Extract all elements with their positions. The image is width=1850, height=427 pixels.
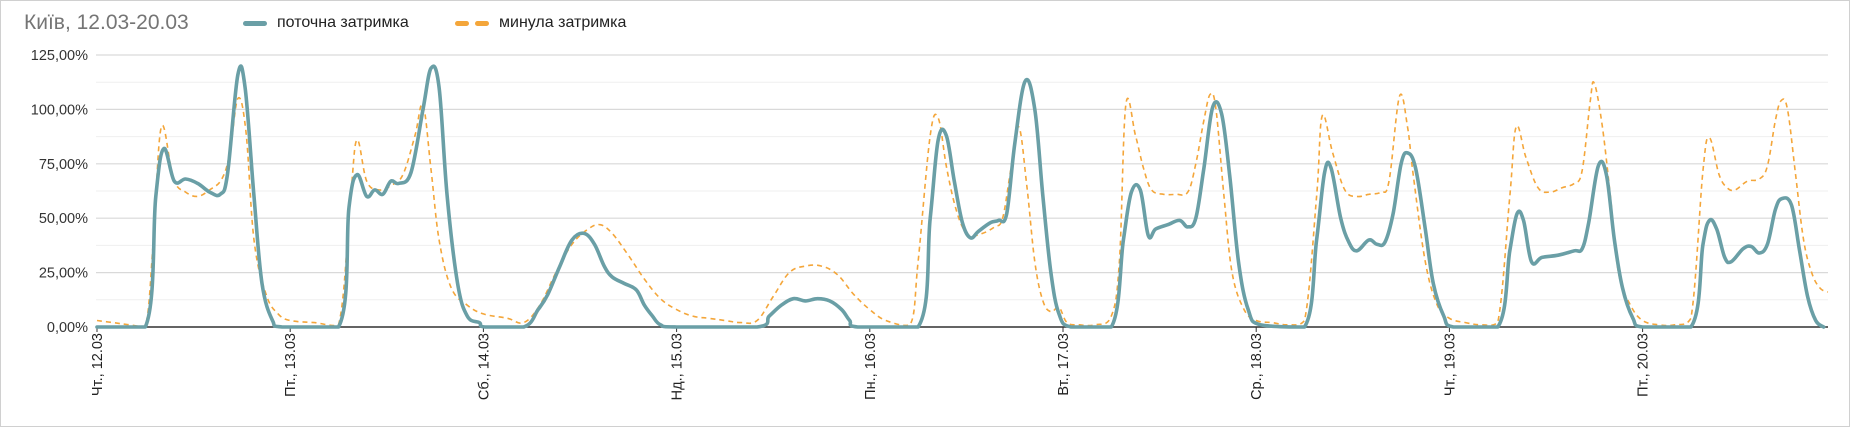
x-tick-label: Пн., 16.03	[863, 333, 879, 400]
legend-label-previous: минула затримка	[499, 14, 627, 31]
x-tick-label: Вт., 17.03	[1056, 333, 1072, 396]
y-tick-label: 25,00%	[39, 266, 88, 282]
legend-swatch-previous	[455, 20, 489, 26]
x-tick-label: Ср., 18.03	[1249, 333, 1265, 400]
y-tick-label: 125,00%	[31, 48, 88, 64]
x-tick-label: Чт., 12.03	[90, 333, 106, 396]
x-tick-label: Пт., 20.03	[1636, 333, 1652, 397]
y-tick-label: 50,00%	[39, 211, 88, 227]
x-tick-label: Нд., 15.03	[670, 333, 686, 400]
legend-item-current[interactable]: поточна затримка	[243, 14, 409, 32]
x-tick-label: Чт., 19.03	[1442, 333, 1458, 396]
y-tick-label: 0,00%	[47, 320, 88, 336]
series-line-previous	[96, 81, 1829, 328]
x-tick-label: Пт., 13.03	[283, 333, 299, 397]
chart-title: Київ, 12.03-20.03	[24, 11, 189, 34]
series-line-current	[95, 64, 1826, 329]
y-tick-label: 100,00%	[31, 102, 88, 118]
legend-label-current: поточна затримка	[277, 14, 409, 31]
legend-swatch-current	[243, 20, 267, 26]
y-tick-label: 75,00%	[39, 157, 88, 173]
x-tick-label: Сб., 14.03	[476, 333, 492, 400]
legend-item-previous[interactable]: минула затримка	[455, 14, 626, 32]
